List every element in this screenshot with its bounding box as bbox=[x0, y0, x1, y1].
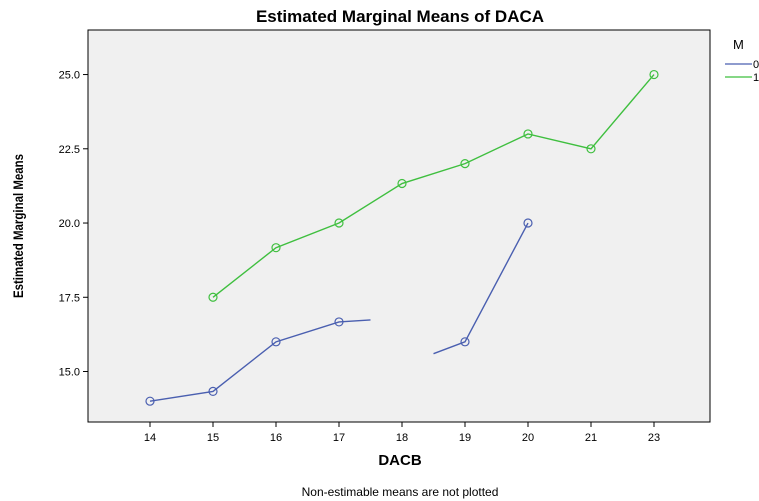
series-1-line bbox=[212, 74, 655, 298]
series-0-point bbox=[145, 396, 155, 406]
y-tick-label: 20.0 bbox=[59, 218, 80, 230]
series-1-point bbox=[334, 218, 344, 228]
legend-title: M bbox=[733, 37, 744, 52]
x-tick-label: 18 bbox=[396, 432, 408, 444]
series-1-point bbox=[649, 69, 659, 80]
x-axis: 14 15 16 17 18 19 20 21 23 bbox=[144, 422, 660, 444]
x-tick-label: 23 bbox=[648, 432, 660, 444]
series-0-point bbox=[523, 218, 533, 228]
legend-label-0: 0 bbox=[753, 59, 759, 71]
x-tick-label: 21 bbox=[585, 432, 597, 444]
y-axis-label: Estimated Marginal Means bbox=[10, 154, 26, 298]
x-axis-label: DACB bbox=[378, 452, 421, 469]
series-1-point bbox=[586, 144, 596, 154]
series-0-line bbox=[149, 319, 371, 402]
series-0-point bbox=[334, 317, 344, 327]
legend-label-1: 1 bbox=[753, 72, 759, 84]
y-axis: 15.0 17.5 20.0 22.5 25.0 bbox=[59, 70, 88, 379]
x-tick-label: 15 bbox=[207, 432, 219, 444]
series-1-point bbox=[208, 292, 218, 302]
x-tick-label: 16 bbox=[270, 432, 282, 444]
non-estimable-note: Non-estimable means are not plotted bbox=[302, 485, 499, 499]
series-0-point bbox=[271, 337, 281, 347]
x-tick-label: 17 bbox=[333, 432, 345, 444]
series-0-point bbox=[208, 386, 218, 397]
x-tick-label: 19 bbox=[459, 432, 471, 444]
series-0-line bbox=[433, 222, 529, 355]
legend: M 0 1 bbox=[725, 37, 759, 84]
series-layer bbox=[145, 69, 659, 406]
y-tick-label: 22.5 bbox=[59, 144, 80, 156]
y-tick-label: 25.0 bbox=[59, 70, 80, 82]
y-tick-label: 15.0 bbox=[59, 367, 80, 379]
series-1-point bbox=[271, 243, 281, 253]
plot-area bbox=[87, 29, 711, 423]
x-tick-label: 14 bbox=[144, 432, 156, 444]
series-1-point bbox=[397, 178, 407, 189]
series-1-point bbox=[460, 159, 470, 169]
chart-title: Estimated Marginal Means of DACA bbox=[256, 7, 544, 26]
x-tick-label: 20 bbox=[522, 432, 534, 444]
series-0-point bbox=[460, 337, 470, 347]
y-tick-label: 17.5 bbox=[59, 292, 80, 304]
series-1-point bbox=[523, 129, 533, 139]
